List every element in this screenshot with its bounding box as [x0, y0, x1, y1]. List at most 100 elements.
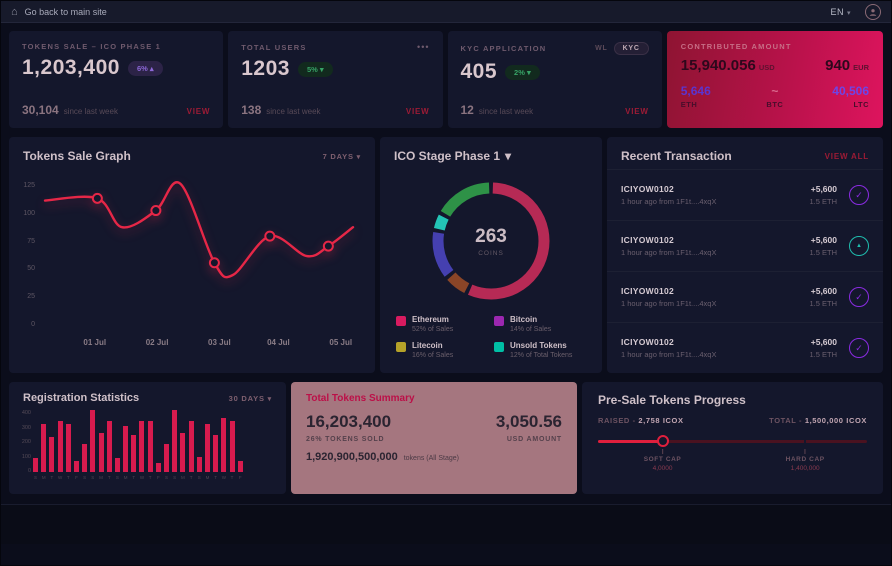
- bar[interactable]: [204, 423, 210, 472]
- registration-statistics-panel: Registration Statistics 30 DAYS ▾ 400 300…: [9, 382, 286, 494]
- footer-strip: [1, 504, 891, 544]
- data-point[interactable]: [264, 230, 276, 242]
- donut-segment[interactable]: [433, 214, 449, 231]
- range-dropdown[interactable]: 7 DAYS ▾: [322, 151, 361, 161]
- view-link[interactable]: VIEW: [405, 107, 430, 116]
- bar[interactable]: [188, 420, 194, 472]
- bar[interactable]: [180, 433, 186, 472]
- more-options-icon[interactable]: •••: [417, 42, 430, 52]
- data-point[interactable]: [150, 205, 162, 217]
- chevron-down-icon: ▾: [356, 153, 361, 161]
- donut-segment[interactable]: [447, 272, 470, 294]
- raised-label: RAISED -: [598, 416, 636, 425]
- bar[interactable]: [229, 420, 235, 472]
- toggle-kyc[interactable]: KYC: [613, 42, 649, 55]
- bar[interactable]: [221, 417, 227, 472]
- bar[interactable]: [114, 458, 120, 472]
- bar[interactable]: [82, 444, 88, 472]
- donut-legend: Ethereum 52% of Sales Bitcoin 14% of Sal…: [380, 315, 602, 359]
- bar[interactable]: [73, 461, 79, 472]
- bar-label: S: [115, 475, 119, 480]
- bar[interactable]: [155, 462, 161, 472]
- check-circle-icon[interactable]: ✓: [849, 287, 869, 307]
- bar[interactable]: [139, 420, 145, 472]
- bar[interactable]: [65, 423, 71, 472]
- transaction-row[interactable]: ICIYOW0102 1 hour ago from 1F1t....4xqX …: [607, 169, 883, 220]
- bar[interactable]: [98, 433, 104, 472]
- tokens-sale-value: 1,203,400: [22, 56, 120, 79]
- recent-transactions-panel: Recent Transaction VIEW ALL ICIYOW0102 1…: [607, 137, 883, 373]
- range-dropdown[interactable]: 30 DAYS ▾: [228, 393, 272, 403]
- bar[interactable]: [131, 434, 137, 472]
- data-point[interactable]: [91, 192, 103, 204]
- bar[interactable]: [90, 410, 96, 472]
- bar-label: S: [91, 475, 95, 480]
- transaction-eth: 1.5 ETH: [809, 299, 837, 308]
- view-all-link[interactable]: VIEW ALL: [824, 151, 869, 161]
- bar[interactable]: [49, 437, 55, 472]
- legend-label: Bitcoin: [510, 315, 538, 324]
- donut-segment[interactable]: [467, 182, 550, 300]
- bar[interactable]: [213, 434, 219, 472]
- data-point[interactable]: [322, 240, 334, 252]
- bar-label: M: [123, 475, 128, 480]
- donut-segment[interactable]: [432, 232, 454, 277]
- check-circle-icon[interactable]: ✓: [849, 185, 869, 205]
- bar[interactable]: [147, 420, 153, 472]
- y-tick: 300: [21, 424, 31, 431]
- data-point[interactable]: [208, 257, 220, 269]
- bars: [33, 410, 276, 472]
- bar-label: W: [221, 475, 226, 480]
- bar-label: M: [181, 475, 185, 480]
- y-tick: 0: [31, 321, 35, 328]
- coin-btc: ~ BTC: [755, 84, 795, 109]
- legend-item: Ethereum 52% of Sales: [396, 315, 488, 333]
- tokens-sold-value: 16,203,400: [306, 412, 392, 431]
- ltc-value: 40,506: [832, 84, 869, 98]
- bar[interactable]: [196, 456, 202, 472]
- total-tokens-note: (All Stage): [426, 455, 459, 462]
- bar[interactable]: [33, 458, 38, 472]
- bar[interactable]: [57, 420, 63, 472]
- transaction-row[interactable]: ICIYOW0102 1 hour ago from 1F1t....4xqX …: [607, 271, 883, 322]
- back-to-main-site-link[interactable]: Go back to main site: [24, 6, 107, 17]
- donut-segment[interactable]: [440, 182, 490, 217]
- arrow-up-circle-icon[interactable]: ▲: [849, 236, 869, 256]
- slider-handle[interactable]: [656, 435, 669, 447]
- transaction-id: ICIYOW0102: [621, 184, 675, 194]
- soft-cap-label: SOFT CAP: [643, 456, 682, 463]
- bar[interactable]: [106, 420, 112, 472]
- legend-item: Unsold Tokens 12% of Total Tokens: [494, 341, 586, 359]
- total-tokens-summary-card: Total Tokens Summary 16,203,400 26% TOKE…: [291, 382, 577, 494]
- ltc-unit: LTC: [853, 100, 869, 109]
- total-value: 1,500,000 ICOX: [804, 416, 867, 425]
- y-tick: 200: [21, 439, 31, 445]
- bar[interactable]: [123, 425, 129, 472]
- bar[interactable]: [172, 410, 178, 472]
- view-link[interactable]: VIEW: [625, 107, 649, 116]
- toggle-wl[interactable]: WL: [595, 45, 608, 52]
- y-tick: 400: [21, 410, 31, 416]
- check-circle-icon[interactable]: ✓: [849, 338, 869, 358]
- bar[interactable]: [41, 423, 47, 472]
- middle-row: Tokens Sale Graph 7 DAYS ▾ 125 100 75 50 25 0…: [9, 137, 883, 373]
- delta-value: 30,104: [22, 103, 59, 117]
- bar-label: T: [230, 475, 234, 480]
- card-title: TOKENS SALE – ICO PHASE 1: [22, 42, 162, 51]
- home-icon[interactable]: ⌂: [11, 5, 18, 18]
- language-selector[interactable]: EN ▾: [830, 6, 851, 17]
- delta-note: since last week: [266, 107, 321, 116]
- legend-label: Litecoin: [412, 341, 443, 350]
- bar[interactable]: [164, 444, 169, 472]
- hard-cap-marker: HARD CAP 1,400,000: [786, 449, 825, 472]
- x-tick: 03 Jul: [208, 338, 231, 347]
- user-avatar[interactable]: [865, 3, 881, 20]
- bar-label: F: [75, 475, 78, 480]
- transaction-row[interactable]: ICIYOW0102 1 hour ago from 1F1t....4xqX …: [607, 220, 883, 271]
- transaction-row[interactable]: ICIYOW0102 1 hour ago from 1F1t....4xqX …: [607, 322, 883, 373]
- bar[interactable]: [237, 461, 243, 472]
- chevron-down-icon[interactable]: ▾: [505, 149, 512, 163]
- view-link[interactable]: VIEW: [186, 107, 211, 116]
- bottom-row: Registration Statistics 30 DAYS ▾ 400 300…: [9, 382, 883, 494]
- transaction-id: ICIYOW0102: [621, 235, 675, 245]
